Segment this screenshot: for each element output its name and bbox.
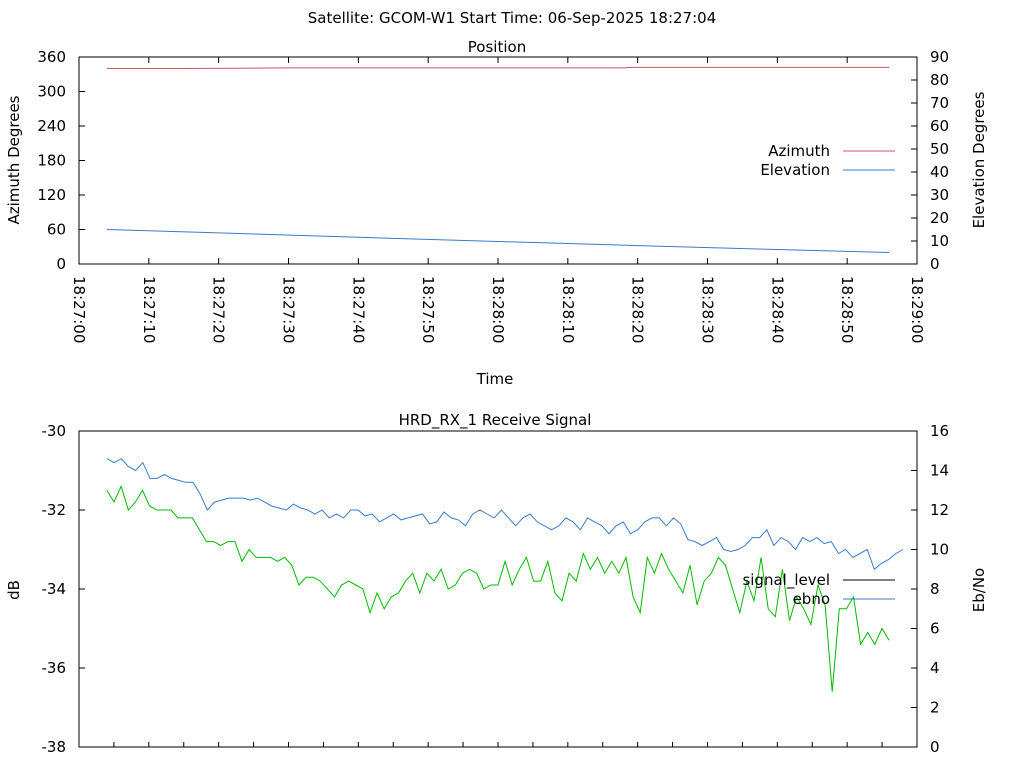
y-tick-label: 180 (37, 152, 66, 170)
receive-series (106, 458, 904, 692)
position-chart-title: Position (468, 38, 526, 56)
position-y2label: Elevation Degrees (970, 91, 988, 228)
y2-tick-label: 12 (930, 501, 949, 519)
y-tick-label: -38 (42, 738, 67, 756)
x-tick-label: 18:29:00 (908, 276, 926, 343)
receive-signal-level-line (106, 484, 890, 692)
position-legend: Azimuth Elevation (760, 142, 895, 179)
receive-signal-plot-frame (78, 430, 918, 748)
receive-legend: signal_level ebno (742, 571, 895, 608)
x-tick-label: 18:27:00 (70, 276, 88, 343)
y2-tick-label: 40 (930, 163, 949, 181)
x-tick-label: 18:27:10 (140, 276, 158, 343)
x-tick-label: 18:28:40 (768, 276, 786, 343)
y-tick-label: 240 (37, 117, 66, 135)
receive-signal-chart: HRD_RX_1 Receive Signal -38-36-34-32-30 … (5, 411, 988, 756)
y2-tick-label: 50 (930, 140, 949, 158)
x-tick-label: 18:27:30 (280, 276, 298, 343)
position-chart: Position 0 60 120 180 240 300 360 0 10 20 30 40 50 6… (5, 38, 988, 388)
y2-tick-label: 90 (930, 48, 949, 66)
y2-tick-label: 0 (930, 255, 940, 273)
x-tick-label: 18:27:20 (210, 276, 228, 343)
x-tick-label: 18:28:00 (489, 276, 507, 343)
position-y2-ticks: 0 10 20 30 40 50 60 70 80 90 (911, 48, 949, 273)
position-elevation-line (106, 229, 890, 253)
y2-tick-label: 16 (930, 422, 949, 440)
legend-azimuth-label: Azimuth (768, 142, 830, 160)
position-azimuth-line (106, 66, 890, 69)
x-tick-label: 18:27:40 (349, 276, 367, 343)
x-tick-label: 18:28:50 (838, 276, 856, 343)
y2-tick-label: 10 (930, 232, 949, 250)
receive-y2label: Eb/No (970, 568, 988, 612)
x-tick-label: 18:28:10 (559, 276, 577, 343)
y-tick-label: -30 (42, 422, 67, 440)
y2-tick-label: 8 (930, 580, 940, 598)
header-title: Satellite: GCOM-W1 Start Time: 06-Sep-20… (308, 9, 717, 27)
legend-elevation-label: Elevation (760, 161, 830, 179)
y2-tick-label: 60 (930, 117, 949, 135)
receive-y-ticks: -38 -36 -34 -32 -30 (42, 422, 85, 756)
position-series (106, 66, 890, 253)
position-xlabel: Time (476, 370, 514, 388)
y2-tick-label: 20 (930, 209, 949, 227)
y2-tick-label: 2 (930, 699, 940, 717)
position-y-ticks: 0 60 120 180 240 300 360 (37, 48, 85, 273)
y2-tick-label: 70 (930, 94, 949, 112)
y2-tick-label: 4 (930, 659, 940, 677)
y2-tick-label: 14 (930, 462, 949, 480)
legend-ebno-label: ebno (793, 590, 830, 608)
y2-tick-label: 10 (930, 541, 949, 559)
position-x-ticks: 18:27:00 18:27:10 18:27:20 18:27:30 18:27:40… (70, 57, 926, 343)
receive-x-ticks (78, 742, 918, 747)
y-tick-label: 360 (37, 48, 66, 66)
position-ylabel: Azimuth Degrees (5, 95, 23, 224)
legend-signal-level-label: signal_level (742, 571, 830, 590)
x-tick-label: 18:28:30 (699, 276, 717, 343)
y2-tick-label: 30 (930, 186, 949, 204)
y-tick-label: -36 (42, 659, 67, 677)
y-tick-label: -34 (42, 580, 67, 598)
y-tick-label: 60 (47, 221, 66, 239)
y2-tick-label: 6 (930, 620, 940, 638)
y2-tick-label: 80 (930, 71, 949, 89)
x-tick-label: 18:28:20 (629, 276, 647, 343)
y-tick-label: 300 (37, 83, 66, 101)
y-tick-label: 120 (37, 186, 66, 204)
receive-signal-title: HRD_RX_1 Receive Signal (399, 411, 592, 430)
y-tick-label: -32 (42, 501, 67, 519)
receive-ylabel: dB (5, 580, 23, 600)
y-tick-label: 0 (56, 255, 66, 273)
y2-tick-label: 0 (930, 738, 940, 756)
x-tick-label: 18:27:50 (419, 276, 437, 343)
receive-ebno-line (106, 458, 904, 571)
receive-y2-ticks: 0 2 4 6 8 10 12 14 16 (911, 422, 949, 756)
